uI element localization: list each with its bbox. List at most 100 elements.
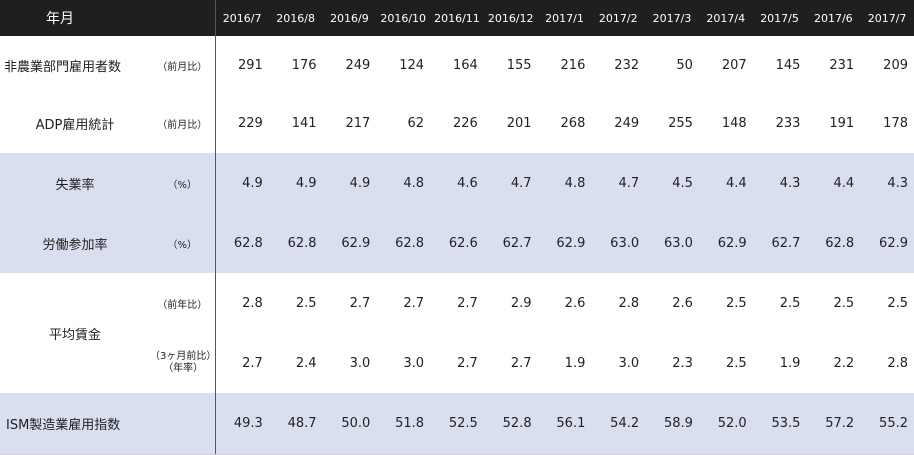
value-cell: 50 <box>676 57 693 73</box>
row-unit-empty <box>150 393 216 455</box>
value-cell: 49.3 <box>215 393 269 455</box>
value-cell: 62.9 <box>860 213 914 273</box>
row-label-unemployment: 失業率 <box>0 153 150 213</box>
value-cell: 50.0 <box>322 393 377 455</box>
row-unit: （%） <box>150 153 216 213</box>
value-cell: 2.2 <box>833 355 855 371</box>
month-header: 2016/12 <box>483 0 538 36</box>
table-row: 労働参加率 （%） 62.8 62.8 62.9 62.8 62.6 62.7 … <box>0 213 914 273</box>
value-cell: 4.4 <box>698 153 753 213</box>
value-cell: 216 <box>560 57 586 73</box>
value-cell: 62.8 <box>806 213 861 273</box>
value-cell: 2.7 <box>242 355 263 371</box>
month-header: 2016/10 <box>376 0 431 36</box>
value-cell: 53.5 <box>752 393 807 455</box>
value-cell: 4.5 <box>645 153 699 213</box>
value-cell: 62 <box>407 116 425 131</box>
value-cell: 3.0 <box>349 355 371 371</box>
value-cell: 2.8 <box>242 295 263 311</box>
table-row: ISM製造業雇用指数 49.3 48.7 50.0 51.8 52.5 52.8… <box>0 393 914 455</box>
value-cell: 255 <box>668 116 693 131</box>
value-cell: 4.9 <box>322 153 377 213</box>
value-cell: 3.0 <box>403 355 425 371</box>
month-header: 2017/4 <box>698 0 753 36</box>
row-label-participation: 労働参加率 <box>0 213 150 273</box>
value-cell: 145 <box>775 57 801 73</box>
value-cell: 2.7 <box>403 295 425 311</box>
value-cell: 191 <box>829 116 855 131</box>
value-cell: 62.9 <box>537 213 592 273</box>
value-cell: 2.5 <box>295 295 317 311</box>
value-cell: 4.4 <box>806 153 861 213</box>
table-row: 平均賃金 （前年比） 2.8 2.5 2.7 2.7 2.7 2.9 2.6 2… <box>0 273 914 343</box>
value-cell: 4.7 <box>483 153 538 213</box>
value-cell: 2.7 <box>510 355 532 371</box>
value-cell: 2.7 <box>349 295 371 311</box>
value-cell: 56.1 <box>537 393 592 455</box>
month-header: 2016/11 <box>430 0 484 36</box>
value-cell: 4.8 <box>537 153 592 213</box>
value-cell: 2.5 <box>833 295 855 311</box>
value-cell: 141 <box>291 116 317 131</box>
value-cell: 207 <box>721 57 747 73</box>
value-cell: 2.8 <box>618 295 640 311</box>
month-header: 2017/1 <box>537 0 592 36</box>
value-cell: 2.5 <box>725 355 747 371</box>
value-cell: 249 <box>345 57 371 73</box>
value-cell: 164 <box>453 57 478 73</box>
value-cell: 3.0 <box>618 355 640 371</box>
value-cell: 201 <box>506 116 532 131</box>
row-label-wages: 平均賃金 <box>48 327 101 343</box>
value-cell: 55.2 <box>860 393 914 455</box>
value-cell: 233 <box>775 116 801 131</box>
table-row: 非農業部門雇用者数 （前月比） 291 176 249 124 164 155 … <box>0 36 914 94</box>
month-header: 2016/7 <box>215 0 269 36</box>
value-cell: 62.6 <box>430 213 484 273</box>
row-unit: （3ヶ月前比） （年率） <box>150 333 216 393</box>
value-cell: 1.9 <box>779 355 801 371</box>
value-cell: 57.2 <box>806 393 861 455</box>
value-cell: 52.8 <box>483 393 538 455</box>
value-cell: 148 <box>721 116 747 131</box>
value-cell: 268 <box>560 116 586 131</box>
value-cell: 62.9 <box>698 213 753 273</box>
row-label-ism: ISM製造業雇用指数 <box>0 393 150 455</box>
month-header: 2017/6 <box>806 0 861 36</box>
value-cell: 178 <box>883 116 908 131</box>
value-cell: 2.7 <box>457 295 478 311</box>
value-cell: 4.6 <box>430 153 484 213</box>
unit-line: （年率） <box>163 363 204 374</box>
month-header: 2017/2 <box>591 0 646 36</box>
row-unit: （%） <box>150 213 216 273</box>
value-cell: 48.7 <box>268 393 323 455</box>
value-cell: 62.8 <box>215 213 269 273</box>
row-label-nfp: 非農業部門雇用者数 <box>4 59 122 75</box>
value-cell: 2.9 <box>510 295 532 311</box>
unit-line: （3ヶ月前比） <box>150 351 215 362</box>
value-cell: 4.7 <box>591 153 646 213</box>
value-cell: 4.9 <box>215 153 269 213</box>
value-cell: 1.9 <box>564 355 586 371</box>
value-cell: 232 <box>614 57 640 73</box>
value-cell: 2.4 <box>295 355 317 371</box>
row-unit: （前月比） <box>150 94 216 153</box>
value-cell: 217 <box>345 116 371 131</box>
value-cell: 62.7 <box>483 213 538 273</box>
value-cell: 63.0 <box>591 213 646 273</box>
month-header: 2017/7 <box>860 0 914 36</box>
value-cell: 62.8 <box>268 213 323 273</box>
value-cell: 226 <box>453 116 478 131</box>
value-cell: 249 <box>614 116 640 131</box>
value-cell: 2.6 <box>672 295 693 311</box>
header-title: 年月 <box>0 0 216 36</box>
table-row: 失業率 （%） 4.9 4.9 4.9 4.8 4.6 4.7 4.8 4.7 … <box>0 153 914 213</box>
value-cell: 54.2 <box>591 393 646 455</box>
value-cell: 2.5 <box>887 295 908 311</box>
value-cell: 62.7 <box>752 213 807 273</box>
value-cell: 4.9 <box>268 153 323 213</box>
row-unit: （前年比） <box>150 273 216 333</box>
value-cell: 4.3 <box>752 153 807 213</box>
month-header: 2017/5 <box>752 0 807 36</box>
value-cell: 52.0 <box>698 393 753 455</box>
row-unit: （前月比） <box>150 36 216 94</box>
